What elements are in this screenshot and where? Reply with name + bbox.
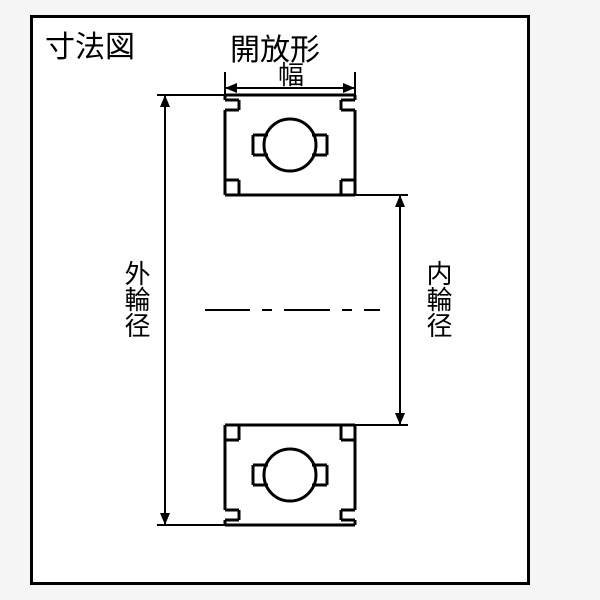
page-background: 寸法図 開放形 幅 外輪径 内輪径	[0, 0, 600, 600]
bearing-diagram	[0, 0, 600, 600]
